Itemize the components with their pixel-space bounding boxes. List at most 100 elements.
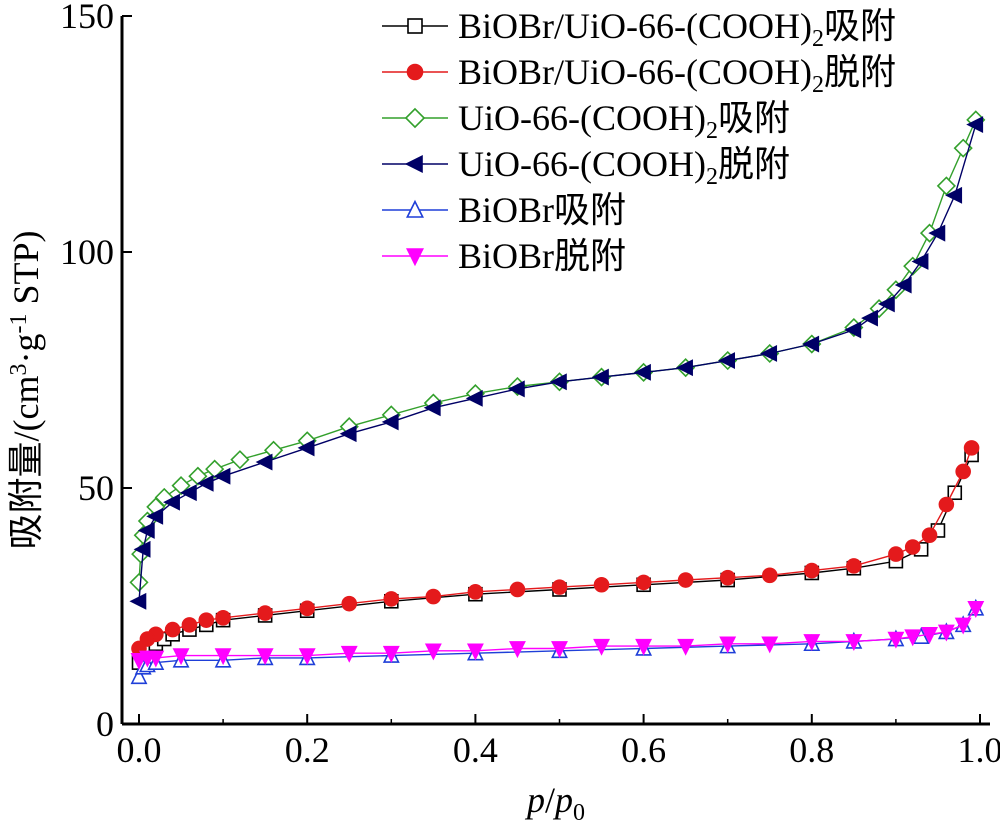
data-point	[593, 638, 610, 656]
data-point	[593, 576, 610, 593]
x-tick-label: 0.6	[621, 730, 666, 770]
legend-marker	[407, 18, 423, 34]
data-point	[255, 453, 273, 471]
data-point	[130, 667, 148, 685]
data-point	[298, 648, 316, 666]
data-point	[877, 295, 895, 313]
axis-ticks: 0.0 0.2 0.4 0.6 0.8 1.0 0 50 100 150	[60, 0, 1000, 770]
series-1	[131, 440, 980, 657]
data-point	[761, 567, 778, 584]
series-layer	[129, 110, 986, 685]
data-point	[467, 584, 484, 600]
data-point	[424, 643, 442, 661]
data-point	[299, 600, 316, 617]
x-tick-label: 0.0	[117, 730, 162, 770]
data-point	[549, 373, 567, 391]
legend-marker	[406, 248, 424, 267]
data-point	[551, 641, 568, 659]
data-point	[761, 636, 779, 654]
data-point	[130, 652, 148, 670]
data-point	[137, 522, 155, 539]
data-point	[846, 558, 862, 574]
data-point	[894, 276, 912, 294]
x-tick-label: 0.2	[285, 730, 330, 770]
data-point	[945, 186, 963, 204]
series-3	[129, 116, 984, 610]
legend-label: BiOBr/UiO-66-(COOH)2吸附	[458, 6, 896, 52]
data-point	[802, 335, 820, 353]
data-point	[911, 252, 929, 270]
data-point	[133, 540, 151, 558]
legend-item: BiOBr吸附	[382, 190, 626, 230]
legend-item: BiOBr/UiO-66-(COOH)2脱附	[382, 52, 896, 98]
data-point	[591, 368, 609, 386]
y-tick-label: 100	[60, 232, 114, 272]
legend-label: BiOBr脱附	[458, 236, 626, 276]
legend: BiOBr/UiO-66-(COOH)2吸附BiOBr/UiO-66-(COOH…	[382, 6, 896, 276]
data-point	[635, 638, 653, 656]
x-tick-label: 1.0	[958, 730, 1000, 770]
data-point	[509, 641, 526, 659]
data-point	[921, 627, 938, 644]
series-line	[138, 447, 973, 649]
data-point	[230, 450, 250, 470]
data-point	[196, 474, 214, 492]
data-point	[634, 363, 651, 381]
data-point	[677, 638, 695, 656]
data-point	[954, 617, 972, 635]
series-5	[130, 601, 985, 670]
data-point	[803, 562, 820, 579]
data-point	[963, 440, 980, 456]
data-point	[718, 352, 736, 370]
data-point	[904, 629, 922, 647]
data-point	[676, 359, 693, 377]
data-point	[164, 621, 181, 638]
data-point	[635, 574, 652, 591]
data-point	[551, 579, 568, 595]
x-axis-title: p/p0	[524, 780, 585, 826]
data-point	[967, 601, 985, 618]
x-tick-label: 0.8	[789, 730, 834, 770]
data-point	[928, 224, 946, 242]
data-point	[171, 476, 191, 496]
series-line	[138, 454, 973, 663]
data-point	[888, 546, 904, 562]
data-point	[382, 645, 400, 663]
data-point	[339, 425, 357, 443]
legend-marker	[406, 199, 424, 218]
y-tick-label: 50	[78, 468, 114, 508]
legend-marker	[404, 107, 426, 129]
data-point	[215, 609, 231, 626]
data-point	[214, 648, 232, 666]
data-point	[205, 459, 225, 479]
legend-item: UiO-66-(COOH)2脱附	[382, 144, 790, 190]
data-point	[760, 345, 778, 362]
legend-item: UiO-66-(COOH)2吸附	[382, 98, 790, 144]
y-axis-title: 吸附量/(cm3·g-1 STP)	[6, 230, 46, 549]
data-point	[966, 116, 984, 134]
data-point	[719, 569, 736, 586]
legend-marker	[406, 63, 424, 81]
data-point	[181, 617, 198, 633]
legend-marker	[404, 155, 423, 173]
data-point	[844, 321, 862, 339]
data-point	[340, 645, 358, 663]
data-point	[172, 648, 190, 666]
data-point	[509, 581, 526, 598]
data-point	[425, 588, 442, 605]
data-point	[803, 634, 821, 651]
legend-label: BiOBr吸附	[458, 190, 626, 230]
data-point	[297, 439, 315, 457]
data-point	[465, 389, 483, 407]
data-point	[423, 399, 441, 417]
data-point	[861, 309, 878, 327]
legend-label: UiO-66-(COOH)2吸附	[458, 98, 790, 144]
data-point	[466, 643, 484, 661]
x-tick-label: 0.4	[453, 730, 498, 770]
data-point	[845, 634, 863, 651]
data-point	[179, 484, 197, 502]
data-point	[937, 624, 955, 642]
data-point	[955, 463, 971, 480]
y-tick-label: 150	[60, 0, 114, 36]
